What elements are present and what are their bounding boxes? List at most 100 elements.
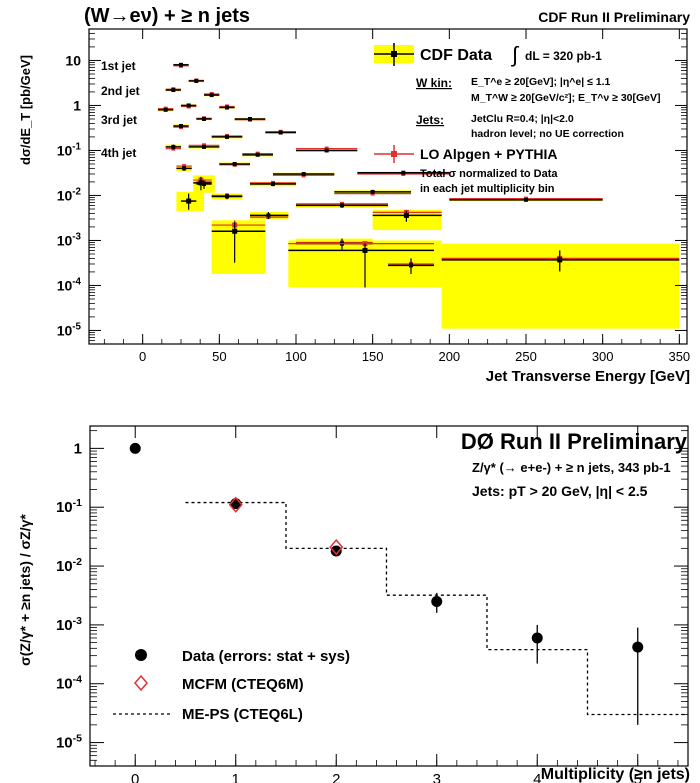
jet-label-4th: 4th jet xyxy=(101,146,136,160)
data-point xyxy=(188,78,204,83)
legend-jets-title: Jets: xyxy=(416,113,444,127)
data-point xyxy=(334,189,411,194)
data-point xyxy=(357,170,450,175)
cdf-data-band xyxy=(211,220,266,274)
data-point xyxy=(265,130,296,135)
cdf-x-tick-label: 50 xyxy=(212,349,226,364)
d0-x-tick-label: 0 xyxy=(131,771,139,783)
data-point xyxy=(388,258,434,274)
data-point xyxy=(196,117,212,121)
d0-y-tick-label: 1 xyxy=(74,440,82,457)
cdf-x-tick-label: 150 xyxy=(362,349,384,364)
d0-x-tick-label: 5 xyxy=(634,771,642,783)
cdf-y-tick-label: 10-5 xyxy=(57,321,82,338)
d0-title: DØ Run II Preliminary xyxy=(461,429,688,454)
cdf-x-tick-label: 100 xyxy=(285,349,307,364)
cdf-title: (W→eν) + ≥ n jets xyxy=(84,5,250,27)
cdf-y-tick-label: 10-1 xyxy=(57,141,82,158)
data-point xyxy=(242,152,273,157)
cdf-x-tick-label: 250 xyxy=(515,349,537,364)
cdf-y-tick-label: 10-2 xyxy=(57,186,82,203)
data-point xyxy=(250,211,289,219)
data-point xyxy=(181,103,197,108)
d0-x-tick-label: 4 xyxy=(533,771,541,783)
legend-mc-marker xyxy=(391,151,397,157)
legend-lumi: dL = 320 pb-1 xyxy=(525,49,602,63)
d0-x-tick-label: 1 xyxy=(232,771,240,783)
legend-wkin-line2: M_T^W ≥ 20[GeV/c²]; E_T^ν ≥ 30[GeV] xyxy=(471,92,661,104)
data-point xyxy=(176,166,192,171)
cdf-x-tick-label: 200 xyxy=(438,349,460,364)
data-point xyxy=(158,107,174,112)
cdf-y-tick-label: 10-4 xyxy=(57,276,82,293)
data-point xyxy=(288,241,434,288)
legend-data-label: CDF Data xyxy=(420,47,492,64)
d0-y-tick-label: 10-3 xyxy=(56,615,82,634)
cdf-x-tick-label: 300 xyxy=(592,349,614,364)
data-point xyxy=(296,203,388,208)
data-point xyxy=(296,148,358,153)
legend-wkin-line1: E_T^e ≥ 20[GeV]; |η^e| ≤ 1.1 xyxy=(471,76,611,88)
data-point xyxy=(173,62,189,67)
legend-meps-label: ME-PS (CTEQ6L) xyxy=(182,706,303,723)
legend-jets-line1: JetClu R=0.4; |η|<2.0 xyxy=(471,113,574,125)
data-point xyxy=(173,123,189,128)
legend-mcfm-label: MCFM (CTEQ6M) xyxy=(182,676,304,693)
legend-note-line2: in each jet multiplicity bin xyxy=(420,183,555,195)
cdf-x-tick-label: 350 xyxy=(668,349,690,364)
jet-label-1st: 1st jet xyxy=(101,59,136,73)
cdf-subtitle: CDF Run II Preliminary xyxy=(538,9,690,25)
cdf-y-tick-label: 10-3 xyxy=(57,231,82,248)
data-point xyxy=(372,209,442,222)
legend-data-marker xyxy=(391,51,397,57)
legend-jets-line2: hadron level; no UE correction xyxy=(471,128,624,140)
cdf-plot-frame xyxy=(88,28,688,345)
data-point xyxy=(273,171,335,176)
mcfm-point xyxy=(228,496,243,513)
d0-data-point xyxy=(129,442,141,454)
cdf-y-tick-label: 1 xyxy=(73,97,81,113)
cdf-y-tick-label: 10 xyxy=(65,52,81,68)
d0-subtitle: Z/γ* (→ e+e-) + ≥ n jets, 343 pb-1 xyxy=(472,460,671,475)
d0-data-point xyxy=(531,624,543,664)
d0-x-axis-label: Multiplicity (≥n jets) xyxy=(541,766,690,783)
integral-symbol: ∫ xyxy=(510,42,520,67)
data-point xyxy=(211,134,243,139)
data-point xyxy=(449,197,603,202)
cdf-x-tick-label: 0 xyxy=(139,349,146,364)
legend-wkin-title: W kin: xyxy=(416,76,452,90)
data-point xyxy=(219,162,250,166)
cdf-x-axis-label: Jet Transverse Energy [GeV] xyxy=(486,368,690,385)
data-point xyxy=(193,176,212,191)
d0-legend: Data (errors: stat + sys) MCFM (CTEQ6M) … xyxy=(113,648,350,723)
d0-y-axis-label: σ(Z/γ* + ≥n jets) / σZ/γ* xyxy=(17,514,33,666)
data-point xyxy=(219,105,235,110)
d0-data-point xyxy=(431,592,443,613)
data-point xyxy=(188,144,220,149)
legend-d0-data-marker xyxy=(135,649,147,661)
data-point xyxy=(441,250,680,272)
d0-y-tick-label: 10-1 xyxy=(56,497,82,516)
d0-y-tick-label: 10-4 xyxy=(56,674,82,693)
data-point xyxy=(211,193,243,200)
data-point xyxy=(250,181,296,187)
d0-data-point xyxy=(330,545,342,557)
data-point xyxy=(204,93,220,98)
cdf-legend: CDF Data ∫ dL = 320 pb-1 W kin: E_T^e ≥ … xyxy=(374,42,661,195)
d0-y-tick-label: 10-5 xyxy=(56,733,82,752)
mcfm-point xyxy=(329,538,344,556)
d0-x-tick-label: 2 xyxy=(332,771,340,783)
data-point xyxy=(211,220,266,263)
jet-label-2nd: 2nd jet xyxy=(101,84,140,98)
d0-panel: 0 1 2 3 4 5 1 10-1 10-2 10-3 10-4 10-5 DØ Run II Pr… xyxy=(17,425,690,783)
d0-plot-frame xyxy=(89,425,689,767)
data-point xyxy=(234,117,266,121)
legend-mcfm-marker xyxy=(134,674,148,692)
jet-label-3rd: 3rd jet xyxy=(101,113,137,127)
legend-d0-data-label: Data (errors: stat + sys) xyxy=(182,648,350,665)
d0-y-tick-label: 10-2 xyxy=(56,556,82,575)
d0-x-tick-label: 3 xyxy=(433,771,441,783)
data-point xyxy=(181,193,197,210)
data-point xyxy=(165,88,181,93)
